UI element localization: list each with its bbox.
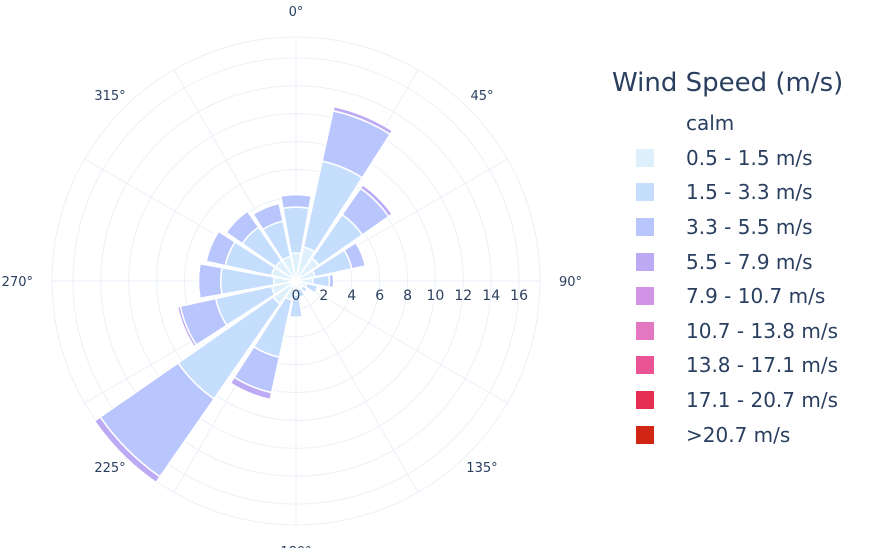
bar-segment-112.5deg-series-2: [304, 282, 319, 295]
legend-swatch: [636, 218, 654, 237]
grid-spoke: [295, 280, 508, 404]
angular-tick-label: 270°: [2, 275, 33, 290]
legend-label: 1.5 - 3.3 m/s: [686, 180, 813, 205]
legend-label: 3.3 - 5.5 m/s: [686, 215, 813, 240]
angular-tick-label: 180°: [280, 545, 311, 548]
bar-segment-225deg-series-4: [93, 416, 161, 484]
grid-spoke: [295, 280, 419, 493]
legend-label: 13.8 - 17.1 m/s: [686, 353, 838, 378]
legend-swatch: [636, 321, 654, 340]
bar-segment-180deg-series-2: [288, 293, 304, 319]
angular-tick-label: 135°: [466, 461, 497, 476]
legend-label: >20.7 m/s: [686, 422, 791, 447]
bar-segment-292.5deg-series-4: [203, 229, 220, 263]
legend-label: 17.1 - 20.7 m/s: [686, 388, 838, 413]
legend-swatch: [636, 391, 654, 410]
legend-item[interactable]: 5.5 - 7.9 m/s: [612, 244, 874, 279]
legend-label: calm: [686, 111, 735, 136]
radial-tick-label: 0: [292, 288, 301, 304]
legend-item[interactable]: >20.7 m/s: [612, 417, 874, 452]
bar-segment-202.5deg-series-4: [229, 376, 273, 401]
angular-tick-label: 0°: [289, 5, 304, 20]
bar-segment-337.5deg-series-4: [251, 201, 280, 216]
bar-segment-22.5deg-series-4: [332, 105, 394, 136]
wind-rose-bars: [93, 105, 394, 484]
legend-items: calm 0.5 - 1.5 m/s 1.5 - 3.3 m/s 3.3 - 5.5 …: [612, 106, 874, 452]
bar-segment-270deg-series-3: [197, 262, 223, 300]
legend-item[interactable]: 3.3 - 5.5 m/s: [612, 210, 874, 245]
legend-item[interactable]: 13.8 - 17.1 m/s: [612, 348, 874, 383]
bar-segment-67.5deg-series-4: [354, 240, 368, 267]
radial-tick-label: 6: [375, 288, 384, 304]
bar-segment-90deg-series-3: [328, 273, 335, 289]
angular-tick-label: 225°: [94, 461, 125, 476]
legend-swatch: [636, 356, 654, 375]
angular-tick-label: 90°: [559, 275, 582, 290]
radial-tick-label: 2: [319, 288, 328, 304]
bar-segment-315deg-series-4: [223, 208, 249, 234]
legend-swatch: [636, 148, 654, 167]
legend-swatch: [636, 183, 654, 202]
legend-label: 0.5 - 1.5 m/s: [686, 145, 813, 170]
wind-rose-chart: 0 2 4 6 8 10 12 14 16 0° 45° 90° 135° 180° 225° 270° 315…: [2, 5, 582, 548]
legend: Wind Speed (m/s) calm 0.5 - 1.5 m/s 1.5 - …: [612, 68, 874, 452]
axis-labels: 0 2 4 6 8 10 12 14 16 0° 45° 90° 135° 180° 225° 270° 315…: [2, 5, 582, 548]
legend-item[interactable]: 17.1 - 20.7 m/s: [612, 383, 874, 418]
legend-item[interactable]: 10.7 - 13.8 m/s: [612, 314, 874, 349]
bar-segment-0deg-series-4: [279, 192, 313, 197]
legend-item[interactable]: 0.5 - 1.5 m/s: [612, 141, 874, 176]
legend-item[interactable]: 7.9 - 10.7 m/s: [612, 279, 874, 314]
radial-tick-label: 14: [482, 288, 500, 304]
legend-item[interactable]: calm: [612, 106, 874, 141]
legend-swatch: [636, 287, 654, 306]
legend-swatch: [636, 252, 654, 271]
bar-segment-45deg-series-4: [359, 183, 394, 218]
legend-label: 5.5 - 7.9 m/s: [686, 249, 813, 274]
radial-tick-label: 16: [510, 288, 528, 304]
legend-title: Wind Speed (m/s): [612, 68, 844, 98]
radial-tick-label: 10: [427, 288, 445, 304]
bar-segment-270deg-series-4: [196, 262, 201, 300]
legend-label: 7.9 - 10.7 m/s: [686, 284, 826, 309]
bar-segment-247.5deg-series-4: [176, 305, 198, 348]
radial-tick-label: 4: [347, 288, 356, 304]
legend-item[interactable]: 1.5 - 3.3 m/s: [612, 175, 874, 210]
legend-swatch: [636, 425, 654, 444]
radial-tick-label: 12: [454, 288, 472, 304]
angular-tick-label: 45°: [470, 89, 493, 104]
bar-segment-0deg-series-3: [279, 193, 313, 210]
legend-label: 10.7 - 13.8 m/s: [686, 318, 838, 343]
radial-tick-label: 8: [403, 288, 412, 304]
angular-tick-label: 315°: [94, 89, 125, 104]
